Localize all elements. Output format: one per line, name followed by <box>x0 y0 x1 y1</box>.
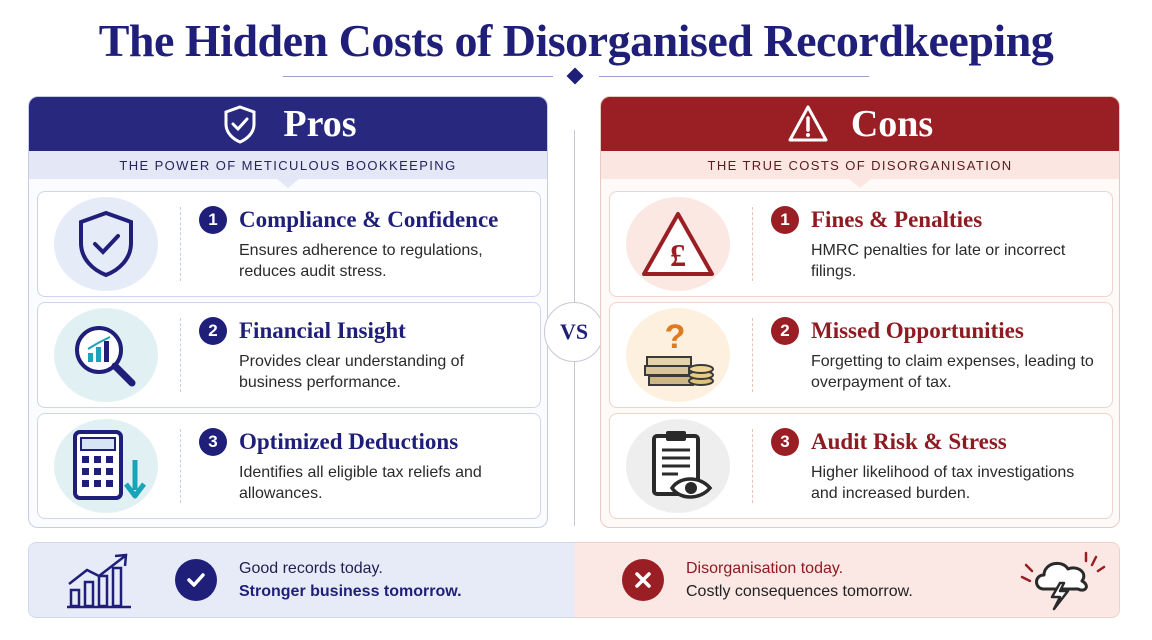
pros-subtitle: THE POWER OF METICULOUS BOOKKEEPING <box>119 157 457 173</box>
pros-card-3: 3 Optimized Deductions Identifies all el… <box>37 413 541 519</box>
pros-heading: Pros <box>283 103 357 145</box>
card-divider <box>752 318 753 392</box>
cons-subtitle-bar: THE TRUE COSTS OF DISORGANISATION <box>601 151 1119 188</box>
notch <box>277 179 299 188</box>
footer-right-line1: Disorganisation today. <box>686 560 844 577</box>
footer-banner: Good records today. Stronger business to… <box>28 542 1120 618</box>
title-divider <box>283 67 869 85</box>
shield-check-icon <box>224 105 256 144</box>
x-icon <box>622 559 664 601</box>
item-title: Missed Opportunities <box>811 318 1024 343</box>
storm-cloud-icon <box>1020 551 1106 611</box>
cons-card-2: ? 2 Missed Opportunities Forgetting to c… <box>609 302 1113 408</box>
card-divider <box>180 318 181 392</box>
calculator-down-arrow-icon <box>54 419 158 513</box>
item-number: 1 <box>771 206 799 234</box>
shield-check-icon <box>54 197 158 291</box>
item-number: 1 <box>199 206 227 234</box>
cons-card-3: 3 Audit Risk & Stress Higher likelihood … <box>609 413 1113 519</box>
magnifier-chart-icon <box>54 308 158 402</box>
item-description: Ensures adherence to regulations, reduce… <box>239 242 483 280</box>
money-question-icon: ? <box>626 308 730 402</box>
notch <box>849 179 871 188</box>
pros-header: Pros <box>29 97 547 151</box>
footer-left: Good records today. Stronger business to… <box>28 542 574 618</box>
card-divider <box>752 429 753 503</box>
svg-text:?: ? <box>665 318 686 356</box>
item-description: Forgetting to claim expenses, leading to… <box>811 353 1094 391</box>
item-description: Higher likelihood of tax investigations … <box>811 464 1075 502</box>
item-title: Fines & Penalties <box>811 207 983 232</box>
diamond-ornament <box>566 67 584 85</box>
check-icon <box>175 559 217 601</box>
vs-badge: VS <box>544 302 604 362</box>
item-description: HMRC penalties for late or incorrect fil… <box>811 242 1066 280</box>
item-title: Optimized Deductions <box>239 429 459 454</box>
clipboard-eye-icon <box>626 419 730 513</box>
footer-left-line1: Good records today. <box>239 560 383 577</box>
cons-subtitle: THE TRUE COSTS OF DISORGANISATION <box>707 157 1013 173</box>
cons-panel: Cons THE TRUE COSTS OF DISORGANISATION £… <box>600 96 1120 528</box>
pros-panel: Pros THE POWER OF METICULOUS BOOKKEEPING… <box>28 96 548 528</box>
cons-card-1: £ 1 Fines & Penalties HMRC penalties for… <box>609 191 1113 297</box>
item-number: 3 <box>199 428 227 456</box>
warning-triangle-icon <box>788 105 828 142</box>
item-number: 3 <box>771 428 799 456</box>
item-title: Compliance & Confidence <box>239 207 499 232</box>
item-number: 2 <box>199 317 227 345</box>
page-title: The Hidden Costs of Disorganised Recordk… <box>98 15 1054 66</box>
pros-subtitle-bar: THE POWER OF METICULOUS BOOKKEEPING <box>29 151 547 188</box>
item-title: Financial Insight <box>239 318 406 343</box>
footer-right: Disorganisation today. Costly consequenc… <box>574 542 1120 618</box>
card-divider <box>180 207 181 281</box>
pros-card-2: 2 Financial Insight Provides clear under… <box>37 302 541 408</box>
card-divider <box>180 429 181 503</box>
divider-line-right <box>599 76 869 77</box>
item-description: Provides clear understanding of business… <box>239 353 465 391</box>
item-number: 2 <box>771 317 799 345</box>
divider-line-left <box>283 76 553 77</box>
pound-warning-icon: £ <box>626 197 730 291</box>
cons-heading: Cons <box>850 103 934 145</box>
footer-left-line2: Stronger business tomorrow. <box>239 583 462 600</box>
pros-card-1: 1 Compliance & Confidence Ensures adhere… <box>37 191 541 297</box>
cons-header: Cons <box>601 97 1119 151</box>
growth-chart-icon <box>67 553 131 609</box>
item-description: Identifies all eligible tax reliefs and … <box>239 464 482 502</box>
svg-text:£: £ <box>670 237 686 273</box>
item-title: Audit Risk & Stress <box>811 429 1007 454</box>
card-divider <box>752 207 753 281</box>
footer-right-line2: Costly consequences tomorrow. <box>686 583 913 600</box>
